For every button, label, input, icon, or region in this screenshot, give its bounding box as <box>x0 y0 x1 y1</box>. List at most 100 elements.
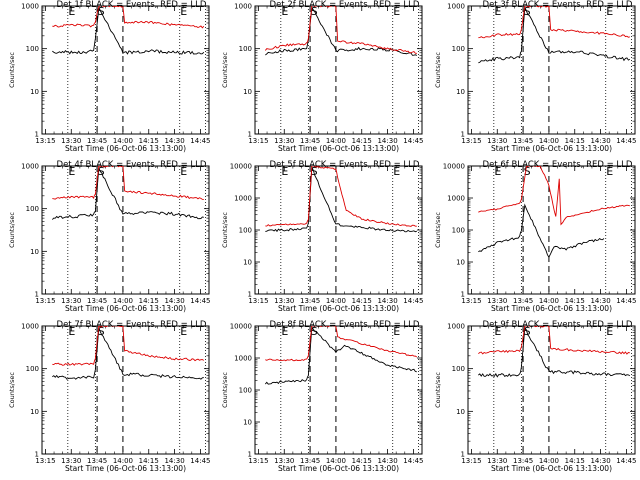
y-tick-label: 1 <box>35 291 39 299</box>
x-axis-label: Start Time (06-Oct-06 13:13:00) <box>491 304 612 313</box>
marker-letter: E <box>281 5 288 18</box>
x-tick-label: 13:45 <box>87 457 107 465</box>
detector-panel: Det 3f BLACK = Events, RED = LLD 1 10 100 10… <box>434 0 636 153</box>
marker-letter: E <box>606 165 613 178</box>
y-tick-label: 1000 <box>234 355 252 363</box>
events-series-line <box>478 326 631 378</box>
x-tick-label: 14:45 <box>403 297 423 305</box>
x-tick-label: 14:30 <box>164 297 184 305</box>
y-tick-label: 10 <box>243 88 252 96</box>
y-tick-label: 1000 <box>447 195 465 203</box>
x-tick-label: 13:45 <box>513 137 533 145</box>
x-axis-label: Start Time (06-Oct-06 13:13:00) <box>278 304 399 313</box>
y-axis-label: Counts/sec <box>434 212 442 248</box>
lld-series-line <box>52 326 205 366</box>
x-tick-label: 14:45 <box>616 457 636 465</box>
x-axis-label: Start Time (06-Oct-06 13:13:00) <box>491 464 612 473</box>
x-tick-label: 13:15 <box>35 137 55 145</box>
x-tick-label: 13:30 <box>61 137 81 145</box>
marker-letter: S <box>311 325 318 338</box>
panel-title: Det 1f BLACK = Events, RED = LLD <box>57 0 207 10</box>
x-tick-label: 13:15 <box>248 297 268 305</box>
marker-letter: E <box>606 325 613 338</box>
marker-letter: E <box>281 325 288 338</box>
events-series-line <box>52 167 204 220</box>
x-tick-label: 14:00 <box>113 137 133 145</box>
y-axis-label: Counts/sec <box>8 212 16 248</box>
y-tick-label: 10 <box>243 259 252 267</box>
y-tick-label: 1 <box>461 291 465 299</box>
x-tick-label: 14:15 <box>139 457 159 465</box>
x-tick-label: 14:45 <box>616 137 636 145</box>
x-tick-label: 14:15 <box>352 137 372 145</box>
y-tick-label: 1 <box>35 131 39 139</box>
events-series-line <box>478 203 605 259</box>
x-tick-label: 14:45 <box>190 137 210 145</box>
x-tick-label: 14:30 <box>377 297 397 305</box>
x-tick-label: 13:45 <box>300 137 320 145</box>
y-tick-label: 1 <box>461 451 465 459</box>
lld-series-line <box>52 166 204 200</box>
plot-frame <box>41 325 210 455</box>
panel-title: Det 7f BLACK = Events, RED = LLD <box>57 320 207 330</box>
x-tick-label: 14:45 <box>190 457 210 465</box>
panel-title: Det 2f BLACK = Events, RED = LLD <box>270 0 420 10</box>
y-tick-label: 10 <box>456 408 465 416</box>
y-tick-label: 1 <box>248 131 252 139</box>
y-tick-label: 10 <box>243 419 252 427</box>
x-tick-label: 14:15 <box>139 137 159 145</box>
x-tick-label: 14:00 <box>539 457 559 465</box>
y-tick-label: 100 <box>26 205 39 213</box>
y-tick-label: 100 <box>26 45 39 53</box>
x-tick-label: 14:30 <box>590 297 610 305</box>
y-tick-label: 100 <box>452 227 465 235</box>
panel-title: Det 6f BLACK = Events, RED = LLD <box>483 160 633 170</box>
y-tick-label: 10 <box>456 259 465 267</box>
detector-panel: Det 4f BLACK = Events, RED = LLD 1 10 100 10… <box>8 160 210 313</box>
x-tick-label: 13:15 <box>35 297 55 305</box>
y-tick-label: 10000 <box>230 323 252 331</box>
detector-panel: Det 9f BLACK = Events, RED = LLD 1 10 100 10… <box>434 320 636 473</box>
x-tick-label: 13:15 <box>248 137 268 145</box>
y-axis-label: Counts/sec <box>434 372 442 408</box>
detector-panel: Det 6f BLACK = Events, RED = LLD 1 10 100 10… <box>434 160 636 313</box>
x-tick-label: 14:15 <box>139 297 159 305</box>
x-tick-label: 14:45 <box>616 297 636 305</box>
marker-letter: S <box>98 165 105 178</box>
detector-panel: Det 8f BLACK = Events, RED = LLD 1 10 100 10… <box>221 320 423 473</box>
marker-letter: E <box>68 165 75 178</box>
x-tick-label: 14:00 <box>539 137 559 145</box>
x-tick-label: 13:30 <box>487 297 507 305</box>
marker-letter: E <box>494 5 501 18</box>
marker-letter: E <box>494 165 501 178</box>
marker-letter: E <box>180 165 187 178</box>
marker-letter: E <box>68 5 75 18</box>
y-axis-label: Counts/sec <box>8 52 16 88</box>
y-tick-label: 100 <box>452 365 465 373</box>
x-tick-label: 14:30 <box>377 137 397 145</box>
panel-title: Det 8f BLACK = Events, RED = LLD <box>270 320 420 330</box>
y-tick-label: 10000 <box>443 163 465 171</box>
y-axis-label: Counts/sec <box>221 52 229 88</box>
x-tick-label: 13:15 <box>35 457 55 465</box>
plot-frame <box>467 5 636 135</box>
lld-series-line <box>478 326 630 355</box>
x-tick-label: 13:45 <box>513 297 533 305</box>
plot-frame <box>467 165 636 295</box>
x-tick-label: 14:15 <box>565 137 585 145</box>
y-tick-label: 10 <box>30 88 39 96</box>
x-tick-label: 14:30 <box>377 457 397 465</box>
y-tick-label: 1 <box>248 291 252 299</box>
marker-letter: E <box>68 325 75 338</box>
plot-frame <box>467 325 636 455</box>
y-tick-label: 10 <box>30 408 39 416</box>
events-series-line <box>52 6 205 55</box>
y-tick-label: 1 <box>248 451 252 459</box>
panel-title: Det 3f BLACK = Events, RED = LLD <box>483 0 633 10</box>
panel-title: Det 9f BLACK = Events, RED = LLD <box>483 320 633 330</box>
marker-letter: E <box>393 325 400 338</box>
marker-letter: E <box>393 5 400 18</box>
x-tick-label: 14:15 <box>352 457 372 465</box>
x-tick-label: 13:30 <box>274 457 294 465</box>
